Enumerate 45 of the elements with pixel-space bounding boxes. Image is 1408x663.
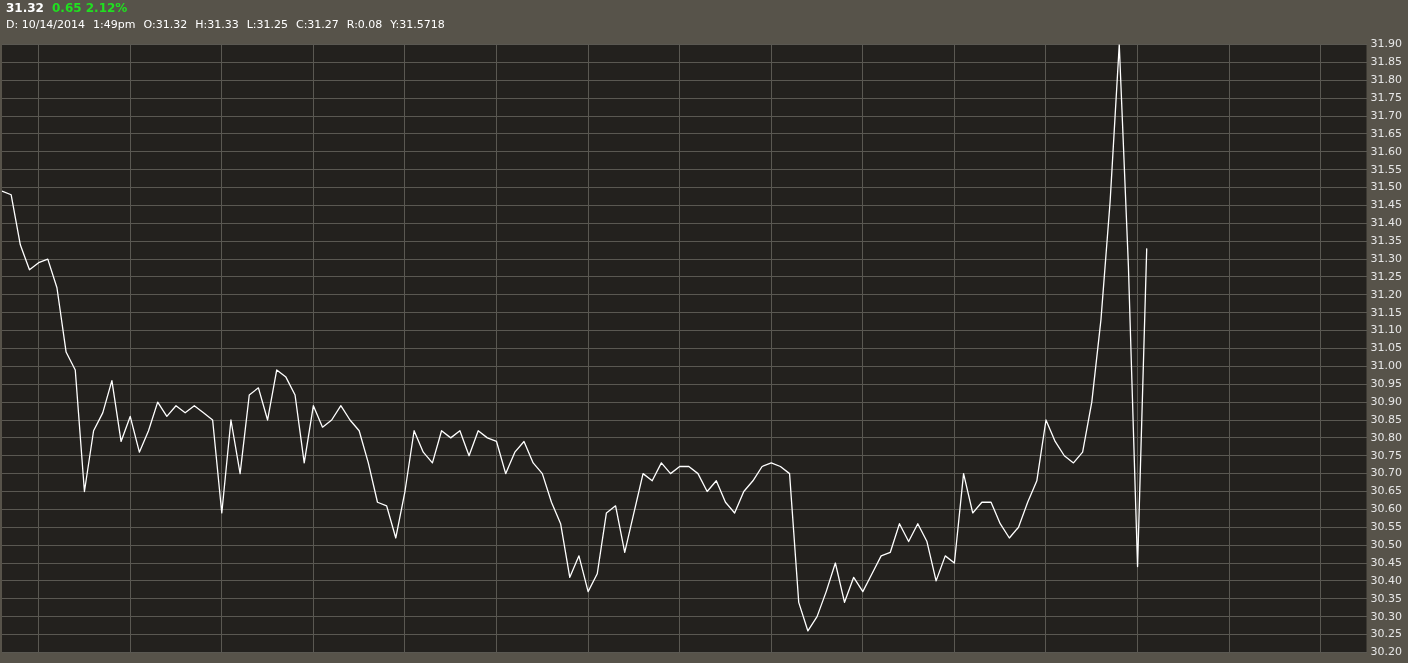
y-tick-label: 31.50 (1370, 180, 1403, 194)
y-tick-label: 30.90 (1370, 394, 1403, 408)
chart-subtitle: 0.65 2.12% (51, 1, 128, 15)
y-tick-label: 31.15 (1370, 305, 1403, 319)
text: L:31.25 (246, 18, 288, 31)
text: C:31.27 (295, 18, 339, 31)
y-tick-label: 30.55 (1370, 520, 1403, 534)
y-tick-label: 31.35 (1370, 234, 1403, 248)
y-tick-label: 31.90 (1370, 37, 1403, 51)
y-tick-label: 31.20 (1370, 287, 1403, 301)
y-tick-label: 31.25 (1370, 269, 1403, 283)
y-tick-label: 31.30 (1370, 251, 1403, 265)
y-tick-label: 31.10 (1370, 323, 1403, 337)
y-tick-label: 30.50 (1370, 538, 1403, 551)
text: D: 10/14/2014 (6, 18, 86, 31)
y-tick-label: 31.70 (1370, 108, 1403, 122)
y-tick-label: 30.95 (1370, 377, 1403, 391)
y-tick-label: 30.75 (1370, 448, 1403, 462)
y-tick-label: 30.70 (1370, 466, 1403, 480)
text: 1:49pm (93, 18, 136, 31)
y-tick-label: 30.25 (1370, 627, 1403, 641)
y-tick-label: 30.85 (1370, 412, 1403, 426)
text: R:0.08 (346, 18, 383, 31)
chart-title: 31.32 (6, 1, 44, 15)
y-tick-label: 30.30 (1370, 609, 1403, 623)
y-tick-label: 30.40 (1370, 573, 1403, 587)
y-tick-label: 30.45 (1370, 555, 1403, 569)
text: O:31.32 (143, 18, 188, 31)
y-tick-label: 31.65 (1370, 126, 1403, 140)
y-tick-label: 31.05 (1370, 341, 1403, 355)
y-tick-label: 31.85 (1370, 55, 1403, 69)
y-tick-label: 31.45 (1370, 198, 1403, 212)
y-tick-label: 31.80 (1370, 73, 1403, 87)
y-tick-label: 30.20 (1370, 645, 1403, 659)
y-tick-label: 31.75 (1370, 91, 1403, 105)
text: Y:31.5718 (390, 18, 445, 31)
y-tick-label: 30.80 (1370, 430, 1403, 444)
y-tick-label: 31.00 (1370, 359, 1403, 373)
y-tick-label: 30.60 (1370, 502, 1403, 516)
y-tick-label: 31.60 (1370, 144, 1403, 158)
y-tick-label: 31.55 (1370, 162, 1403, 176)
y-tick-label: 31.40 (1370, 216, 1403, 230)
text: H:31.33 (195, 18, 239, 31)
y-tick-label: 30.65 (1370, 484, 1403, 498)
y-tick-label: 30.35 (1370, 591, 1403, 605)
